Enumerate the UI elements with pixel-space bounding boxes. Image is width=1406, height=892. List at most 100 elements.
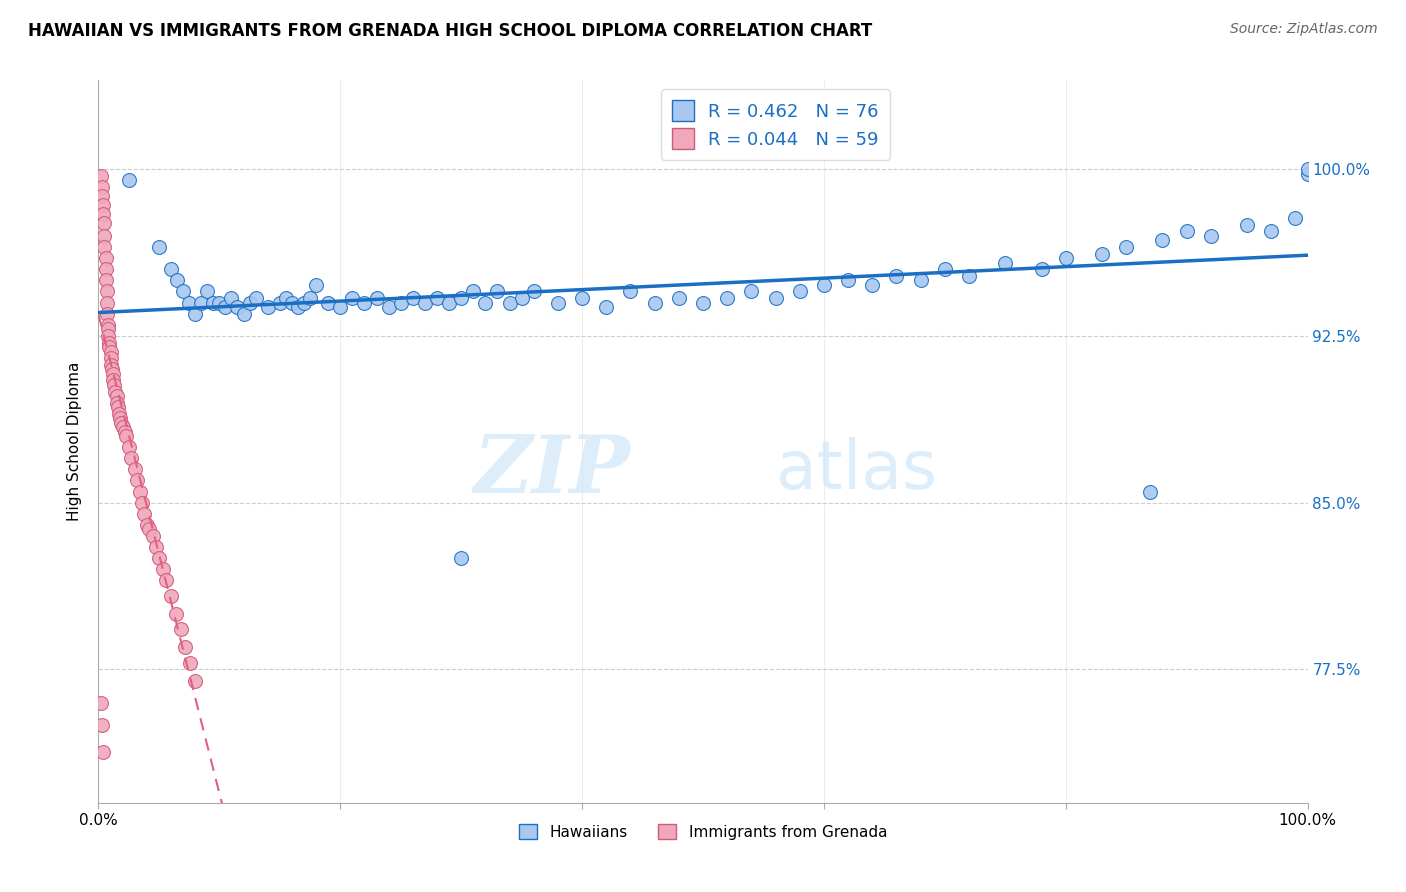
Text: ZIP: ZIP	[474, 432, 630, 509]
Point	[105, 395, 128, 409]
Y-axis label: High School Diploma: High School Diploma	[67, 362, 83, 521]
Point	[107, 400, 129, 414]
Point	[108, 407, 131, 421]
Point	[138, 522, 160, 536]
Point	[740, 285, 762, 299]
Point	[1296, 162, 1319, 177]
Point	[486, 285, 509, 299]
Point	[1199, 228, 1222, 243]
Point	[100, 362, 122, 376]
Point	[1296, 167, 1319, 181]
Point	[94, 262, 117, 277]
Point	[274, 291, 297, 305]
Point	[169, 623, 191, 637]
Point	[226, 300, 249, 314]
Point	[765, 291, 787, 305]
Point	[100, 358, 122, 372]
Point	[115, 429, 138, 443]
Point	[179, 656, 201, 670]
Point	[1236, 218, 1258, 232]
Point	[450, 291, 472, 305]
Point	[692, 295, 714, 310]
Point	[165, 607, 187, 621]
Point	[510, 291, 533, 305]
Point	[245, 291, 267, 305]
Point	[1091, 246, 1114, 260]
Point	[111, 420, 134, 434]
Point	[214, 300, 236, 314]
Point	[152, 562, 174, 576]
Point	[97, 318, 120, 332]
Point	[353, 295, 375, 310]
Point	[389, 295, 412, 310]
Point	[305, 277, 328, 292]
Point	[103, 377, 125, 392]
Point	[97, 322, 120, 336]
Point	[329, 300, 352, 314]
Point	[91, 745, 114, 759]
Point	[281, 295, 304, 310]
Point	[269, 295, 291, 310]
Point	[299, 291, 322, 305]
Point	[148, 551, 170, 566]
Point	[174, 640, 197, 655]
Point	[128, 484, 150, 499]
Point	[100, 351, 122, 366]
Point	[97, 329, 120, 343]
Point	[886, 268, 908, 283]
Point	[195, 285, 218, 299]
Point	[179, 295, 201, 310]
Point	[498, 295, 520, 310]
Point	[994, 255, 1017, 269]
Point	[413, 295, 436, 310]
Point	[232, 307, 254, 321]
Point	[105, 389, 128, 403]
Point	[120, 451, 142, 466]
Point	[93, 240, 115, 254]
Point	[644, 295, 666, 310]
Point	[142, 529, 165, 543]
Point	[813, 277, 835, 292]
Point	[595, 300, 617, 314]
Point	[571, 291, 593, 305]
Point	[91, 198, 114, 212]
Point	[104, 384, 127, 399]
Point	[190, 295, 212, 310]
Point	[426, 291, 449, 305]
Point	[437, 295, 460, 310]
Point	[172, 285, 194, 299]
Point	[131, 496, 153, 510]
Point	[957, 268, 980, 283]
Point	[110, 416, 132, 430]
Point	[1260, 224, 1282, 238]
Point	[94, 251, 117, 265]
Point	[221, 291, 243, 305]
Point	[96, 307, 118, 321]
Point	[145, 540, 167, 554]
Text: atlas: atlas	[776, 437, 936, 503]
Legend: Hawaiians, Immigrants from Grenada: Hawaiians, Immigrants from Grenada	[513, 818, 893, 846]
Point	[910, 273, 932, 287]
Point	[1139, 484, 1161, 499]
Point	[547, 295, 569, 310]
Point	[166, 273, 188, 287]
Point	[127, 474, 149, 488]
Point	[1031, 262, 1053, 277]
Point	[716, 291, 738, 305]
Point	[256, 300, 278, 314]
Point	[101, 367, 124, 381]
Point	[94, 273, 117, 287]
Point	[114, 425, 136, 439]
Point	[1054, 251, 1077, 265]
Point	[668, 291, 690, 305]
Point	[160, 589, 183, 603]
Point	[184, 673, 207, 688]
Point	[96, 295, 118, 310]
Point	[402, 291, 425, 305]
Point	[118, 440, 141, 454]
Point	[184, 307, 207, 321]
Point	[342, 291, 364, 305]
Point	[1152, 233, 1174, 247]
Point	[202, 295, 225, 310]
Point	[287, 300, 309, 314]
